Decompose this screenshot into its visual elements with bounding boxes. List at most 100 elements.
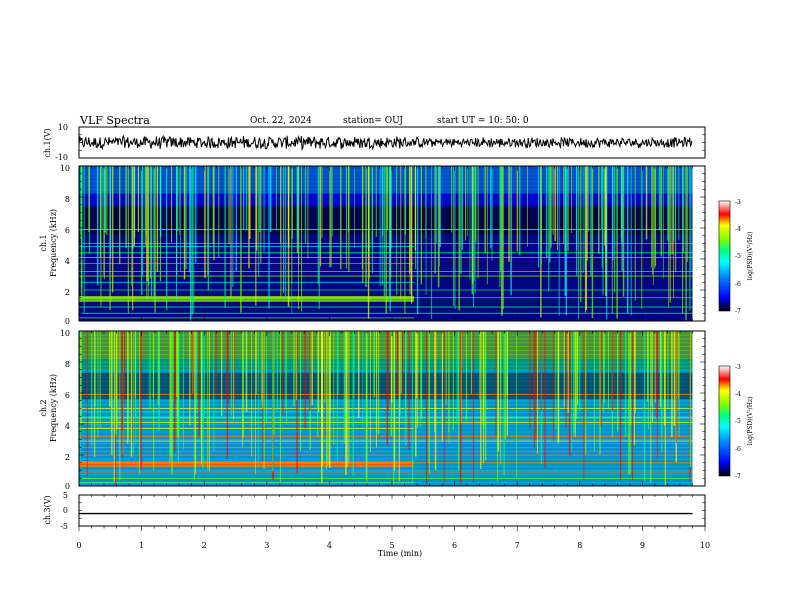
ch2-colorbar-label: log(PSD)(V²/Hz): [747, 397, 754, 446]
time-tick-label: 2: [202, 541, 207, 550]
spectrogram-band: [79, 385, 693, 390]
spectrogram-band: [79, 362, 693, 367]
spectrogram-band: [79, 451, 693, 456]
time-tick-label: 9: [640, 541, 645, 550]
ch1-freq-ylabel: ch.1Frequency (kHz): [39, 209, 58, 277]
ch1-colorbar-tick-m3: -3: [735, 199, 741, 206]
ch2-spectrogram-panel: 0 2 4 6 8 10 ch.2Frequency (kHz) -3 -4 -…: [39, 329, 754, 491]
time-tick-label: 4: [327, 541, 332, 550]
spectrogram-band: [79, 424, 693, 429]
time-tick-label: 7: [515, 541, 520, 550]
spectrogram-band: [79, 474, 693, 479]
ch2-colorbar-tick-m4: -4: [735, 391, 741, 398]
spectrogram-band: [79, 313, 693, 318]
spectrogram-band: [79, 346, 693, 351]
time-axis-label: Time (min): [378, 549, 422, 558]
strong-band: [79, 461, 414, 466]
ch3-ytick-5: 5: [63, 491, 68, 500]
ch1-colorbar-label: log(PSD)(V²/Hz): [747, 232, 754, 281]
start-time-label: start UT = 10: 50: 0: [437, 116, 529, 126]
ch1-freq-tick-6: 6: [65, 226, 70, 235]
ch3-ylabel: ch.3(V): [43, 495, 52, 524]
ch2-spectrogram-image: [79, 331, 705, 487]
ch1-spectrogram-image: [79, 166, 705, 322]
spectrogram-band: [79, 408, 693, 413]
spectrogram-band: [79, 466, 693, 471]
spectrogram-band: [79, 439, 693, 444]
ch2-freq-tick-0: 0: [65, 482, 70, 491]
time-tick-label: 5: [389, 541, 394, 550]
ch2-colorbar-tick-m3: -3: [735, 364, 741, 371]
spectrogram-band: [79, 447, 693, 452]
spectrogram-band: [79, 365, 693, 371]
spectrogram-band: [79, 393, 693, 398]
time-axis-ticks: 0 1 2 3 4 5 6 7 8 9 10: [76, 126, 710, 550]
spectrogram-band: [79, 358, 693, 363]
station-label: station= OUJ: [343, 116, 403, 126]
spectrogram-band: [79, 427, 693, 433]
ch1-freq-tick-0: 0: [65, 317, 70, 326]
ch1-freq-tick-10: 10: [60, 164, 70, 173]
ch3-ytick-0: 0: [63, 506, 68, 515]
figure-title: VLF Spectra: [79, 114, 150, 127]
ch1-waveform-trace: [78, 134, 693, 151]
ch2-colorbar-tick-m7: -7: [735, 473, 741, 480]
ch1-freq-tick-4: 4: [65, 257, 70, 266]
spectrogram-band: [79, 416, 693, 421]
time-tick-label: 1: [139, 541, 144, 550]
spectrogram-band: [79, 334, 693, 340]
spectrogram-band: [79, 342, 693, 347]
spectrogram-band: [79, 455, 693, 460]
time-tick-label: 10: [700, 541, 710, 550]
spectrogram-band: [79, 482, 693, 487]
spectrogram-band: [79, 458, 693, 464]
time-tick-label: 6: [452, 541, 457, 550]
ch1-spectrogram-panel: 0 2 4 6 8 10 ch.1Frequency (kHz) -3 -4 -…: [39, 164, 754, 326]
ch2-freq-tick-4: 4: [65, 422, 70, 431]
spectrogram-band: [79, 317, 693, 322]
spectrogram-band: [79, 373, 693, 378]
ch2-freq-tick-2: 2: [65, 453, 70, 462]
time-tick-label: 3: [264, 541, 269, 550]
time-tick-label: 0: [76, 541, 81, 550]
spectrogram-band: [79, 435, 693, 440]
ch1-colorbar-tick-m6: -6: [735, 281, 741, 288]
ch2-freq-tick-10: 10: [60, 329, 70, 338]
date-label: Oct. 22, 2024: [250, 116, 312, 126]
spectrogram-band: [79, 470, 693, 475]
spectrogram-band: [79, 431, 693, 437]
ch2-colorbar-tick-m6: -6: [735, 446, 741, 453]
ch1-ytick-bottom: -10: [55, 153, 68, 162]
time-tick-label: 8: [577, 541, 582, 550]
spectrogram-band: [79, 369, 693, 375]
ch1-freq-tick-2: 2: [65, 288, 70, 297]
spectrogram-band: [79, 381, 693, 386]
ch2-freq-tick-6: 6: [65, 391, 70, 400]
spectrogram-band: [79, 412, 693, 417]
spectrogram-band: [79, 389, 693, 394]
ch1-freq-tick-8: 8: [65, 195, 70, 204]
strong-band: [79, 296, 414, 301]
spectrogram-band: [79, 350, 693, 355]
ch1-ylabel: ch.1(V): [43, 128, 52, 157]
spectrogram-band: [79, 443, 693, 448]
ch2-colorbar-tick-m5: -5: [735, 418, 741, 425]
spectrogram-band: [79, 404, 693, 409]
ch3-waveform-panel: 5 0 -5 ch.3(V) 0 1 2 3 4 5 6 7 8 9 10 Time (min): [43, 126, 710, 558]
spectrogram-band: [79, 338, 693, 344]
ch3-ytick-m5: -5: [60, 522, 68, 531]
ch1-colorbar-tick-m4: -4: [735, 226, 741, 233]
spectrogram-band: [79, 396, 693, 402]
spectrogram-band: [79, 478, 693, 483]
ch1-colorbar: [718, 200, 731, 312]
ch2-freq-tick-8: 8: [65, 360, 70, 369]
spectrogram-band: [79, 354, 693, 359]
spectrogram-band: [79, 377, 693, 382]
ch1-colorbar-tick-m5: -5: [735, 253, 741, 260]
spectrogram-band: [79, 400, 693, 406]
ch1-waveform-panel: 10 -10 ch.1(V): [43, 123, 706, 162]
ch2-colorbar: [718, 365, 731, 477]
ch1-colorbar-tick-m7: -7: [735, 308, 741, 315]
spectrogram-band: [79, 331, 693, 336]
